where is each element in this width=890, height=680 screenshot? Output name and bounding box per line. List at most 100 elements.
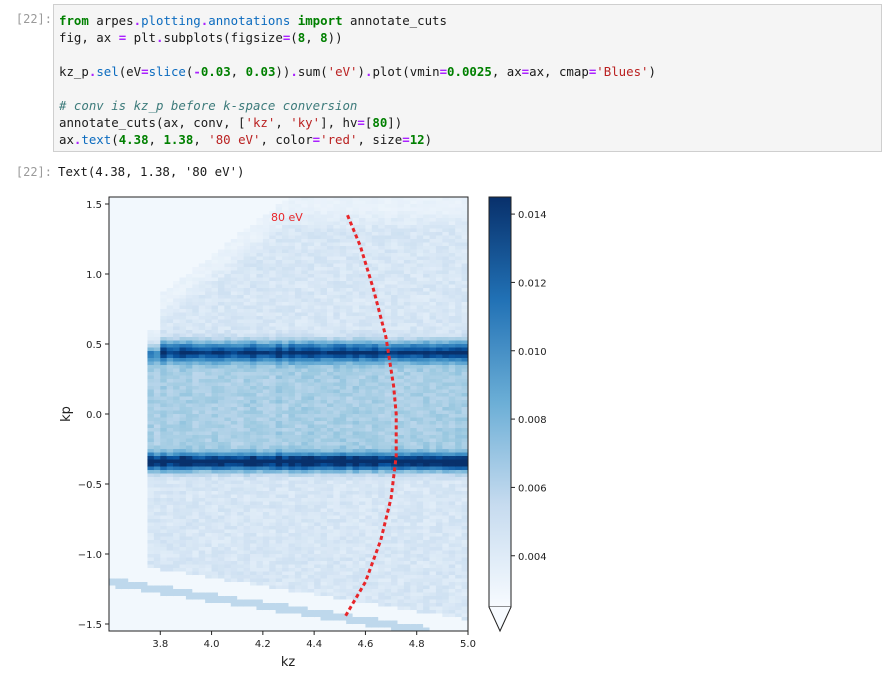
heatmap-cell bbox=[243, 281, 251, 286]
heatmap-cell bbox=[282, 522, 290, 527]
heatmap-cell bbox=[211, 491, 219, 496]
heatmap-cell bbox=[269, 522, 277, 527]
heatmap-cell bbox=[288, 575, 296, 580]
heatmap-cell bbox=[192, 557, 200, 562]
heatmap-cell bbox=[141, 407, 149, 412]
heatmap-cell bbox=[288, 449, 296, 454]
heatmap-cell bbox=[282, 305, 290, 310]
heatmap-cell bbox=[256, 606, 264, 611]
heatmap-cell bbox=[224, 589, 232, 594]
heatmap-cell bbox=[282, 603, 290, 608]
heatmap-cell bbox=[109, 263, 117, 268]
heatmap-cell bbox=[339, 498, 347, 503]
heatmap-cell bbox=[134, 214, 142, 219]
code-cell[interactable]: from arpes.plotting.annotations import a… bbox=[53, 4, 882, 152]
heatmap-cell bbox=[115, 592, 123, 597]
heatmap-cell bbox=[153, 484, 161, 489]
heatmap-cell bbox=[237, 610, 245, 615]
heatmap-cell bbox=[320, 211, 328, 216]
heatmap-cell bbox=[301, 309, 309, 314]
heatmap-cell bbox=[153, 270, 161, 275]
heatmap-cell bbox=[173, 564, 181, 569]
heatmap-cell bbox=[160, 519, 168, 524]
heatmap-cell bbox=[121, 491, 129, 496]
heatmap-cell bbox=[224, 466, 232, 471]
heatmap-cell bbox=[314, 288, 322, 293]
heatmap-cell bbox=[153, 309, 161, 314]
heatmap-cell bbox=[250, 592, 258, 597]
heatmap-cell bbox=[205, 508, 213, 513]
heatmap-cell bbox=[282, 410, 290, 415]
heatmap-cell bbox=[352, 596, 360, 601]
heatmap-cell bbox=[153, 501, 161, 506]
heatmap-cell bbox=[217, 221, 225, 226]
heatmap-cell bbox=[109, 568, 117, 573]
heatmap-cell bbox=[346, 582, 354, 587]
code-token: , bbox=[305, 30, 321, 45]
heatmap-cell bbox=[359, 417, 367, 422]
heatmap-cell bbox=[262, 270, 270, 275]
heatmap-cell bbox=[320, 361, 328, 366]
heatmap-cell bbox=[185, 379, 193, 384]
heatmap-cell bbox=[153, 575, 161, 580]
heatmap-cell bbox=[173, 200, 181, 205]
heatmap-cell bbox=[230, 281, 238, 286]
heatmap-cell bbox=[230, 361, 238, 366]
heatmap-cell bbox=[307, 253, 315, 258]
heatmap-cell bbox=[301, 435, 309, 440]
heatmap-cell bbox=[352, 284, 360, 289]
heatmap-cell bbox=[314, 431, 322, 436]
heatmap-cell bbox=[326, 207, 334, 212]
code-editor[interactable]: from arpes.plotting.annotations import a… bbox=[54, 5, 881, 155]
heatmap-cell bbox=[237, 557, 245, 562]
heatmap-cell bbox=[339, 494, 347, 499]
heatmap-cell bbox=[301, 536, 309, 541]
heatmap-cell bbox=[192, 543, 200, 548]
heatmap-cell bbox=[320, 533, 328, 538]
heatmap-cell bbox=[121, 246, 129, 251]
code-token: ax, cmap bbox=[529, 64, 589, 79]
heatmap-cell bbox=[288, 347, 296, 352]
heatmap-cell bbox=[288, 225, 296, 230]
heatmap-cell bbox=[269, 330, 277, 335]
code-token: sum( bbox=[297, 64, 328, 79]
heatmap-cell bbox=[320, 410, 328, 415]
heatmap-cell bbox=[256, 459, 264, 464]
heatmap-cell bbox=[282, 403, 290, 408]
heatmap-cell bbox=[224, 480, 232, 485]
heatmap-cell bbox=[211, 575, 219, 580]
heatmap-cell bbox=[198, 295, 206, 300]
heatmap-cell bbox=[288, 512, 296, 517]
heatmap-cell bbox=[217, 599, 225, 604]
heatmap-cell bbox=[173, 197, 181, 202]
heatmap-cell bbox=[224, 575, 232, 580]
heatmap-cell bbox=[256, 599, 264, 604]
heatmap-cell bbox=[326, 498, 334, 503]
heatmap-cell bbox=[320, 337, 328, 342]
heatmap-cell bbox=[333, 494, 341, 499]
heatmap-cell bbox=[121, 529, 129, 534]
heatmap-cell bbox=[224, 610, 232, 615]
heatmap-cell bbox=[333, 386, 341, 391]
heatmap-cell bbox=[141, 484, 149, 489]
heatmap-cell bbox=[346, 512, 354, 517]
heatmap-cell bbox=[115, 519, 123, 524]
heatmap-cell bbox=[115, 389, 123, 394]
heatmap-cell bbox=[192, 561, 200, 566]
heatmap-cell bbox=[166, 291, 174, 296]
heatmap-cell bbox=[166, 221, 174, 226]
heatmap-cell bbox=[198, 316, 206, 321]
heatmap-cell bbox=[352, 239, 360, 244]
heatmap-cell bbox=[198, 596, 206, 601]
heatmap-cell bbox=[166, 372, 174, 377]
heatmap-cell bbox=[250, 400, 258, 405]
heatmap-cell bbox=[320, 221, 328, 226]
heatmap-cell bbox=[153, 494, 161, 499]
heatmap-cell bbox=[166, 414, 174, 419]
heatmap-cell bbox=[153, 522, 161, 527]
heatmap-cell bbox=[173, 344, 181, 349]
heatmap-cell bbox=[256, 323, 264, 328]
heatmap-cell bbox=[230, 228, 238, 233]
heatmap-cell bbox=[250, 512, 258, 517]
heatmap-cell bbox=[166, 568, 174, 573]
